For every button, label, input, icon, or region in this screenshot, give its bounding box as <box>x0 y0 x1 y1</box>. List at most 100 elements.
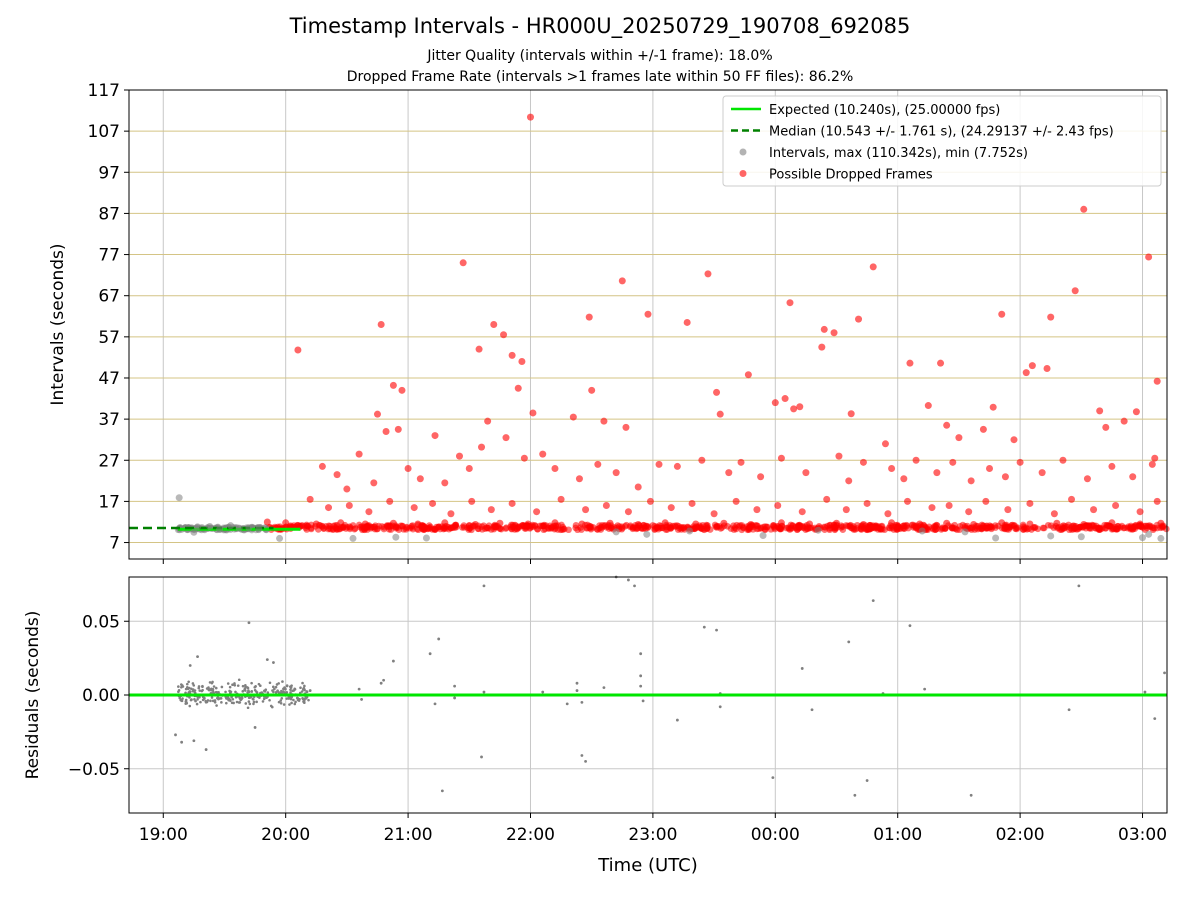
dropped-frame-point <box>777 454 785 462</box>
residual-point <box>272 661 275 664</box>
dropped-frame-point <box>998 519 1006 527</box>
dropped-frame-point <box>587 525 595 533</box>
dropped-frame-point <box>698 456 706 464</box>
residual-point <box>234 690 237 694</box>
x-axis-label: Time (UTC) <box>597 855 698 876</box>
residual-point <box>241 684 245 688</box>
dropped-frame-point <box>1028 362 1036 370</box>
dropped-frame-point <box>1092 524 1100 532</box>
residual-point <box>220 701 223 704</box>
residual-point <box>305 690 308 694</box>
residual-point <box>308 689 312 692</box>
dropped-frame-point <box>496 519 504 527</box>
y-tick-label: 117 <box>88 81 120 101</box>
residual-point <box>247 696 251 700</box>
dropped-frame-point <box>325 504 333 512</box>
dropped-frame-point <box>1050 510 1058 518</box>
legend-entry-label: Intervals, max (110.342s), min (7.752s) <box>769 146 1028 161</box>
dropped-frame-point <box>502 434 510 442</box>
residual-point <box>307 698 310 702</box>
residual-point <box>379 681 383 685</box>
y-tick-label: 107 <box>88 122 120 142</box>
residual-point <box>1163 671 1166 675</box>
dropped-frame-point <box>1128 525 1136 533</box>
residual-point <box>234 695 238 699</box>
interval-point <box>961 528 969 536</box>
dropped-frame-point <box>982 497 990 505</box>
dropped-frame-point <box>441 479 449 487</box>
residual-point <box>1077 584 1081 588</box>
dropped-frame-point <box>500 331 508 339</box>
residual-point <box>228 691 232 695</box>
residual-point <box>771 776 775 779</box>
dropped-frame-point <box>513 525 521 533</box>
dropped-frame-point <box>955 434 963 442</box>
dropped-frame-point <box>842 506 850 514</box>
residual-point <box>702 625 706 629</box>
residual-point <box>187 680 190 684</box>
residual-point <box>177 688 181 692</box>
dropped-frame-point <box>933 469 941 477</box>
residual-point <box>639 652 643 656</box>
residual-point <box>250 690 254 693</box>
residual-point <box>237 701 241 704</box>
residual-point <box>252 697 255 701</box>
chart-title: Timestamp Intervals - HR000U_20250729_19… <box>289 14 911 38</box>
y-tick-label: 0.00 <box>82 686 120 706</box>
residual-point <box>1143 690 1147 694</box>
residual-point <box>204 748 208 751</box>
residual-point <box>675 718 679 722</box>
dropped-frame-point <box>484 417 492 425</box>
dropped-frame-point <box>845 477 853 485</box>
dropped-frame-point <box>1129 473 1137 481</box>
residual-point <box>298 697 301 701</box>
residual-point <box>214 690 218 694</box>
dropped-frame-point <box>900 475 908 483</box>
residual-point <box>212 690 215 694</box>
dropped-frame-point <box>468 497 476 505</box>
residual-point <box>207 688 211 691</box>
dropped-frame-point <box>345 502 353 510</box>
residual-point <box>186 686 190 690</box>
residual-point <box>274 685 278 689</box>
dropped-frame-point <box>1009 521 1016 529</box>
residual-point <box>210 696 214 699</box>
residual-point <box>277 700 281 704</box>
dropped-frame-point <box>459 259 467 267</box>
residual-point <box>197 685 201 688</box>
dropped-frame-point <box>1102 423 1110 431</box>
interval-point <box>1047 532 1055 540</box>
residual-point <box>292 698 295 702</box>
interval-point <box>612 528 620 536</box>
y-tick-label: 57 <box>98 328 120 348</box>
residual-point <box>224 690 227 694</box>
residual-point <box>192 739 196 743</box>
dropped-frame-point <box>1031 524 1038 532</box>
dropped-frame-point <box>627 523 634 531</box>
dropped-frame-point <box>644 310 652 318</box>
residual-point <box>800 667 804 670</box>
dropped-frame-point <box>373 410 381 418</box>
residual-point <box>300 690 304 693</box>
residual-point <box>177 685 180 688</box>
y-tick-label: 7 <box>109 534 120 554</box>
y-tick-label: 77 <box>98 246 120 266</box>
dropped-frame-point <box>578 526 585 533</box>
residual-point <box>633 584 636 588</box>
residual-point <box>241 690 245 693</box>
interval-point <box>643 530 651 538</box>
dropped-frame-point <box>367 524 374 532</box>
x-tick-label: 01:00 <box>873 825 922 845</box>
dropped-frame-point <box>1080 520 1088 528</box>
interval-point <box>194 523 202 531</box>
dropped-frame-point <box>529 409 537 417</box>
dropped-frame-point <box>1116 524 1124 531</box>
legend-entry-label: Median (10.543 +/- 1.761 s), (24.29137 +… <box>769 125 1114 140</box>
dropped-frame-point <box>343 485 351 493</box>
dropped-frame-point <box>835 452 843 460</box>
dropped-frame-point <box>487 506 495 514</box>
residual-point <box>584 759 587 763</box>
dropped-frame-point <box>847 410 855 418</box>
residual-point <box>810 708 814 712</box>
